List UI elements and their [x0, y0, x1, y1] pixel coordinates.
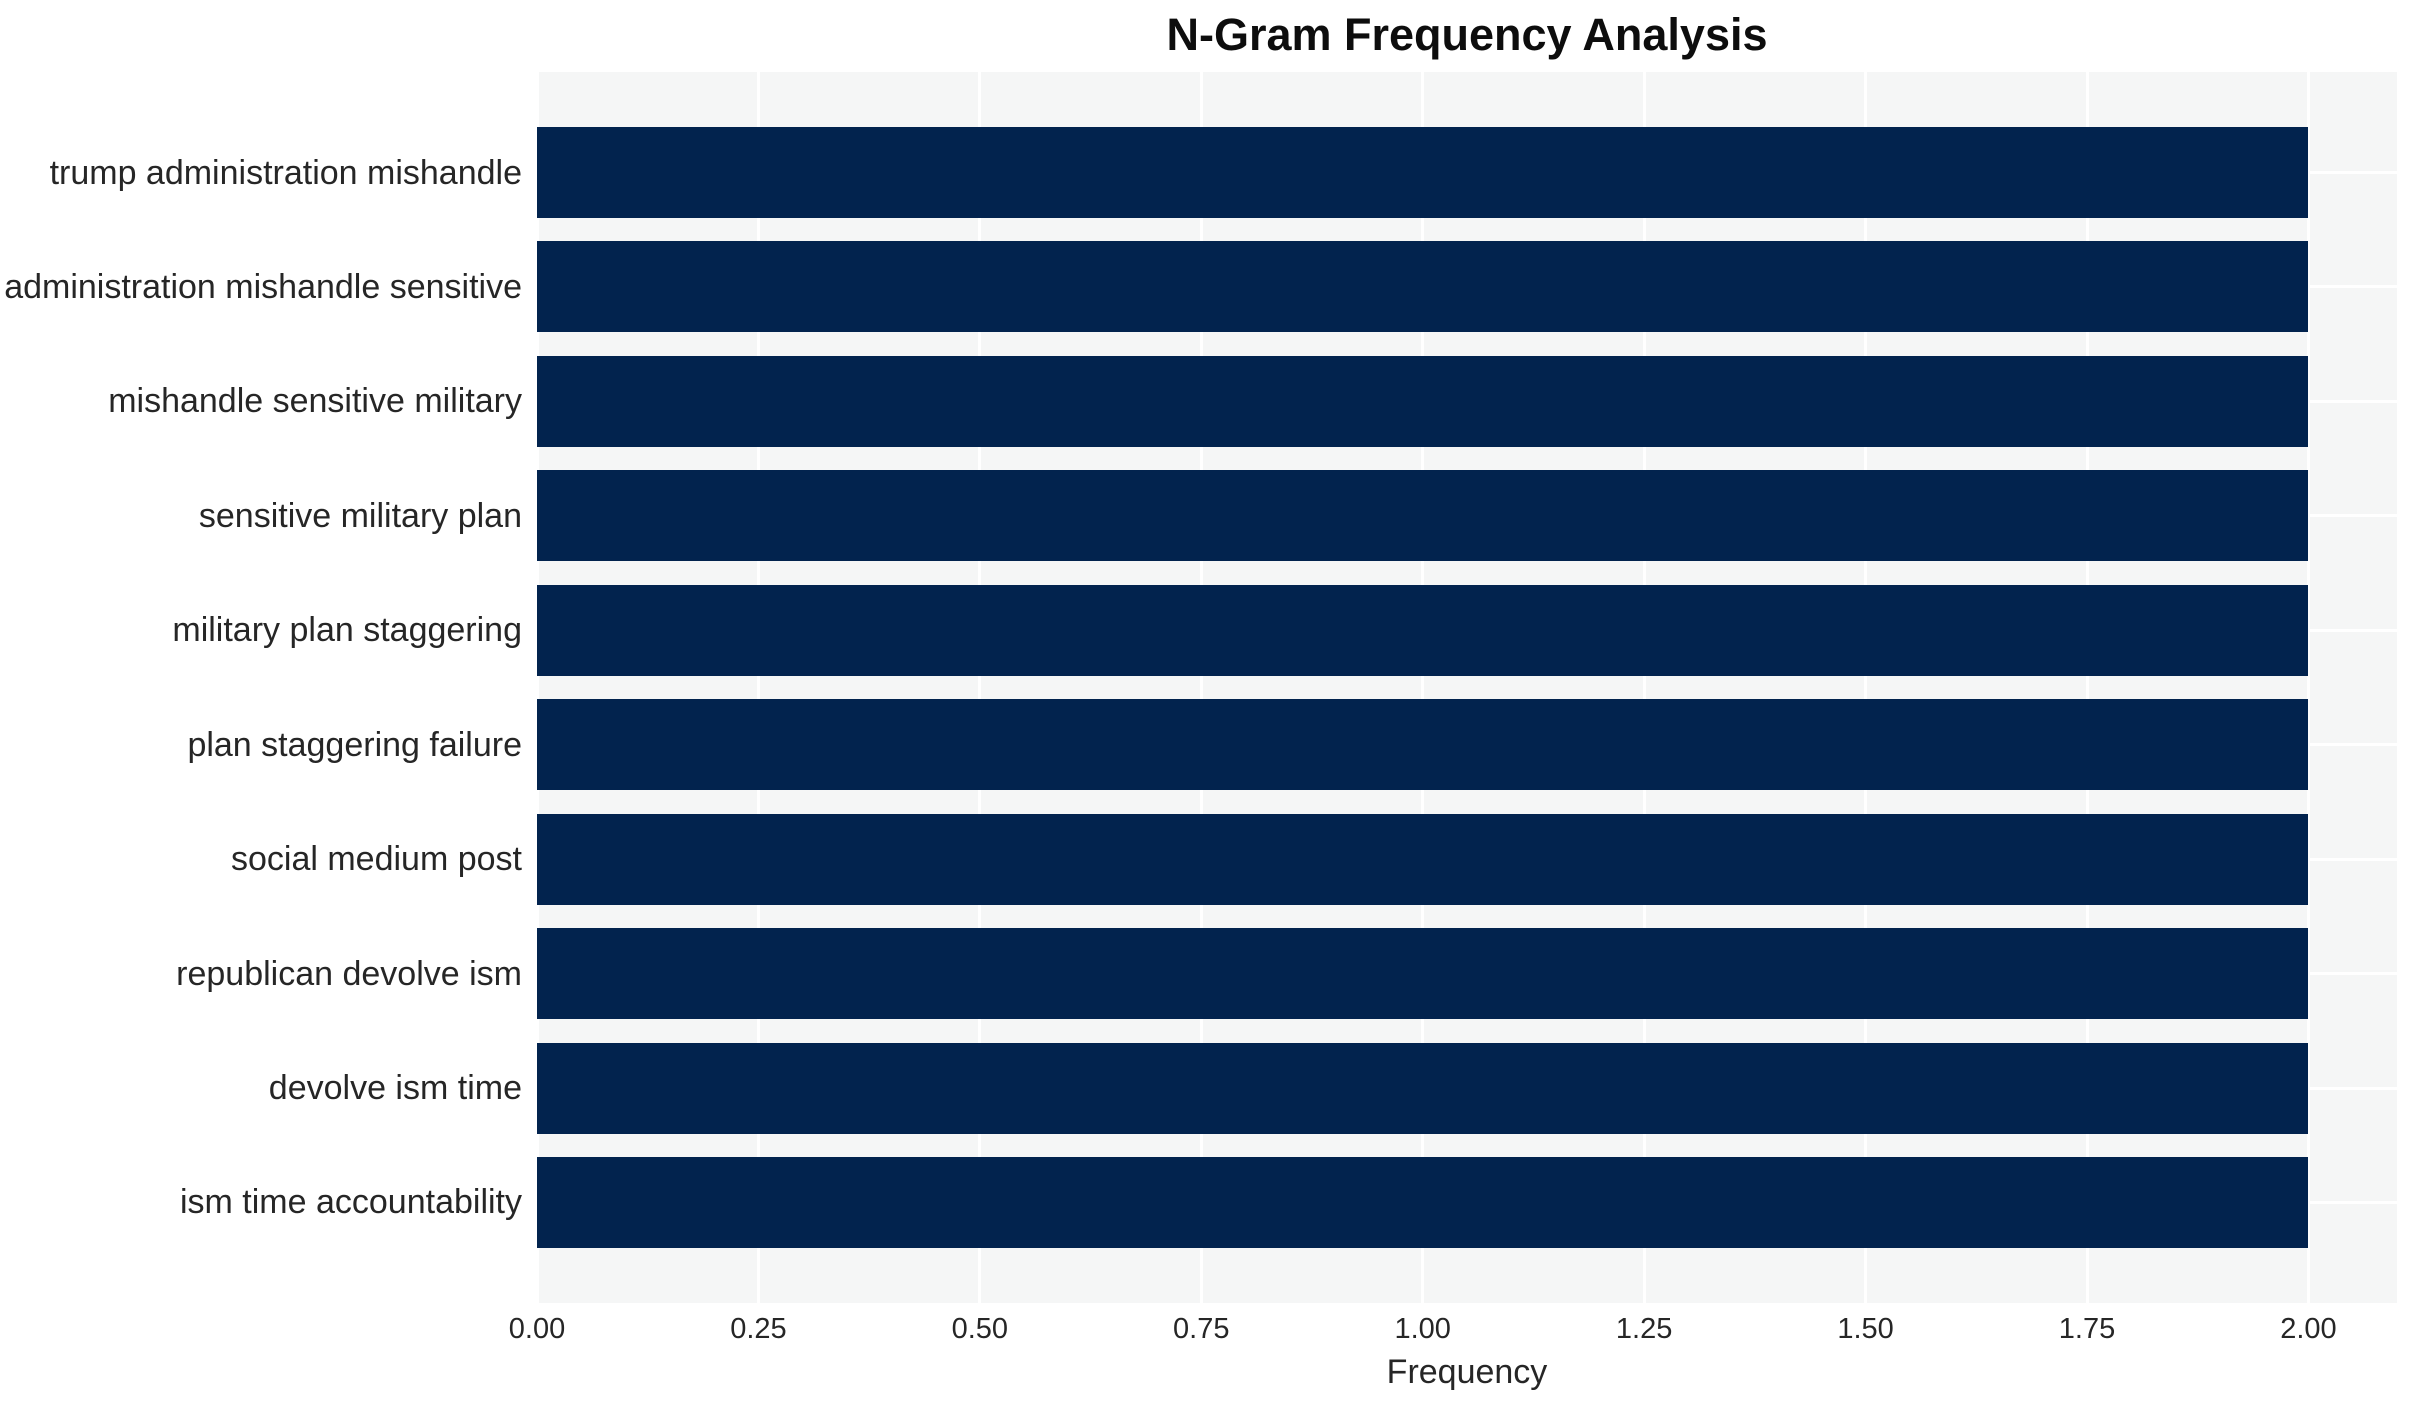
plot-area — [537, 72, 2397, 1303]
x-tick-label: 1.50 — [1837, 1313, 1894, 1345]
y-tick-label: republican devolve ism — [176, 954, 522, 993]
x-tick-label: 2.00 — [2280, 1313, 2337, 1345]
y-tick-label: mishandle sensitive military — [108, 382, 522, 421]
x-gridline — [1421, 72, 1425, 1303]
x-gridline — [1864, 72, 1868, 1303]
x-tick-label: 0.50 — [951, 1313, 1009, 1345]
x-tick-label: 1.75 — [2058, 1313, 2116, 1345]
y-tick-label: sensitive military plan — [198, 496, 522, 535]
y-tick-label: trump administration mishandle — [49, 153, 522, 192]
bar — [537, 470, 2309, 562]
bar — [537, 584, 2309, 676]
x-tick-label: 1.25 — [1615, 1313, 1673, 1345]
chart-title: N-Gram Frequency Analysis — [1166, 9, 1768, 60]
bar — [537, 699, 2309, 791]
x-gridline — [1199, 72, 1203, 1303]
x-gridline — [2306, 72, 2310, 1303]
y-tick-label: ism time accountability — [179, 1183, 522, 1222]
y-tick-label: plan staggering failure — [187, 725, 522, 764]
bar — [537, 355, 2309, 447]
bar — [537, 241, 2309, 333]
bar — [537, 928, 2309, 1020]
bar — [537, 1042, 2309, 1134]
x-gridline — [756, 72, 760, 1303]
y-tick-label: social medium post — [230, 840, 522, 879]
y-tick-label: military plan staggering — [172, 611, 522, 650]
y-tick-label: administration mishandle sensitive — [4, 267, 522, 306]
x-tick-label: 1.00 — [1394, 1313, 1451, 1345]
bar — [537, 127, 2309, 218]
x-tick-label: 0.75 — [1173, 1313, 1230, 1345]
x-tick-label: 0.00 — [508, 1313, 566, 1345]
x-axis-label: Frequency — [1386, 1353, 1548, 1391]
x-gridline — [1642, 72, 1646, 1303]
x-gridline — [2085, 72, 2089, 1303]
x-gridline — [978, 72, 982, 1303]
bar — [537, 813, 2309, 905]
bar — [537, 1156, 2309, 1248]
y-tick-label: devolve ism time — [268, 1069, 522, 1108]
x-tick-label: 0.25 — [730, 1313, 787, 1345]
x-gridline — [537, 72, 539, 1303]
